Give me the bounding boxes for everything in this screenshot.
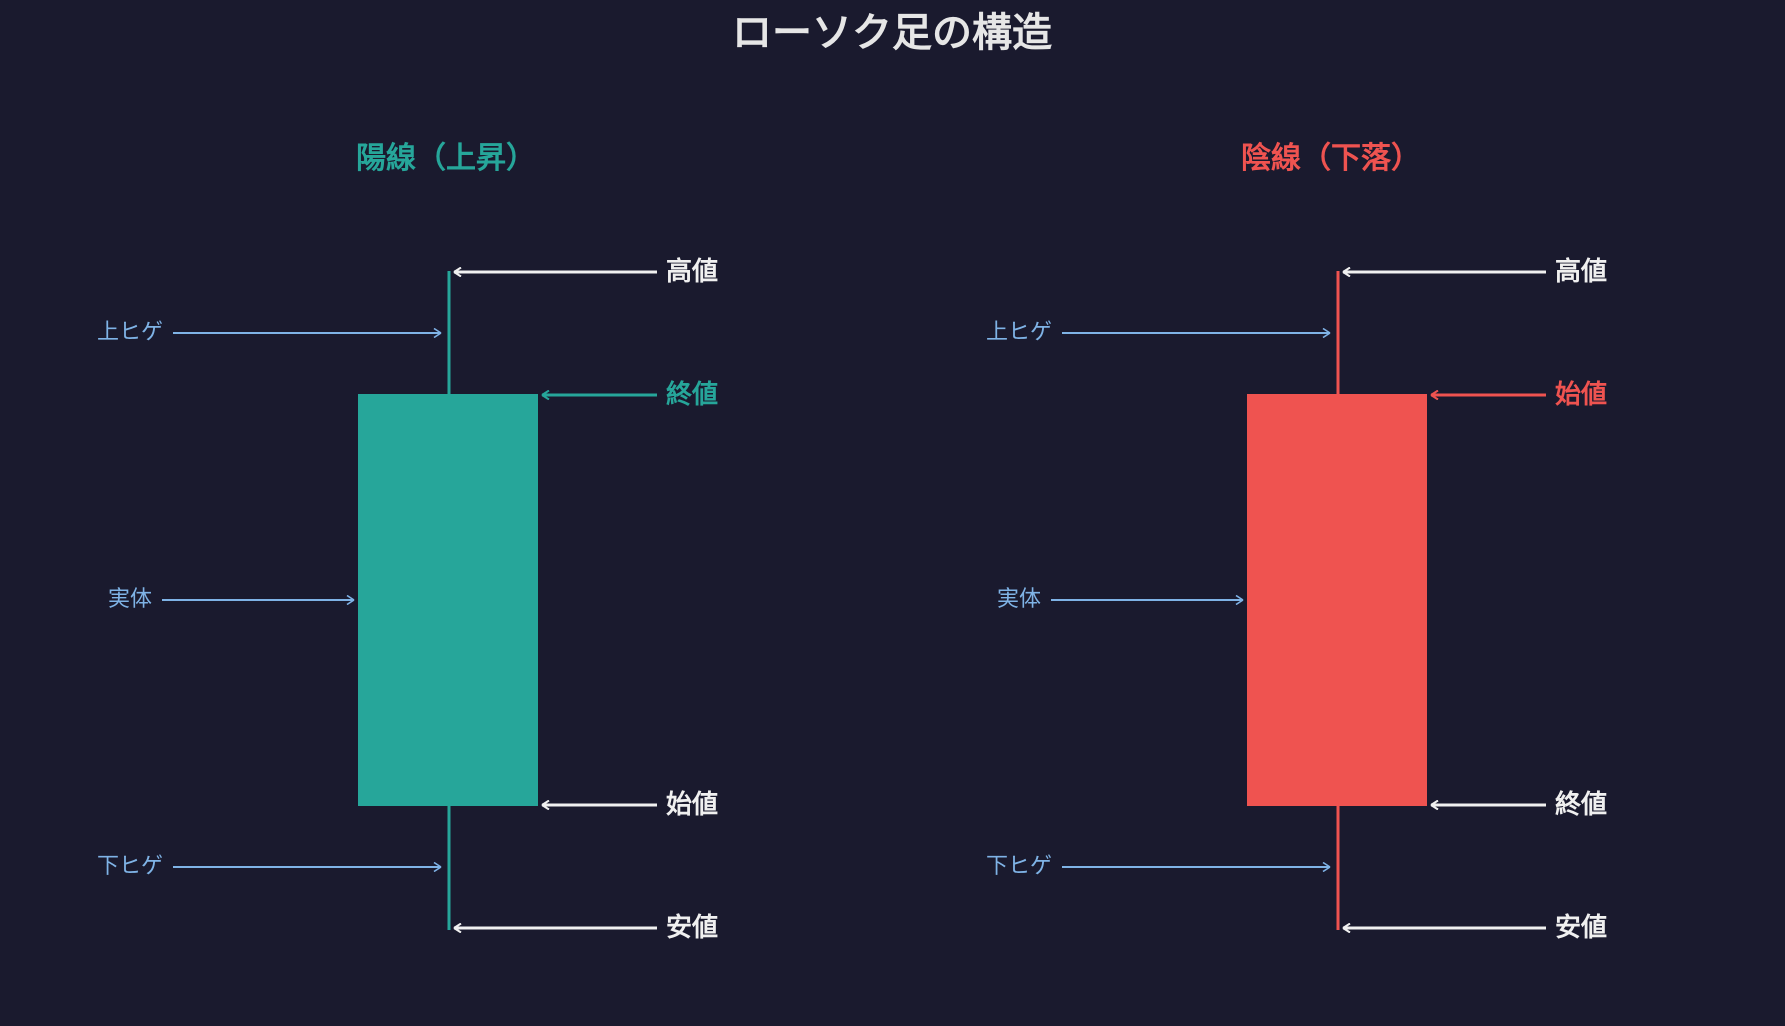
candle-body-bullish	[358, 394, 538, 806]
high-label-bullish: 高値	[666, 256, 718, 287]
diagram-title: ローソク足の構造	[732, 10, 1052, 56]
close-label-bullish: 終値	[666, 379, 718, 410]
open-label-bullish: 始値	[666, 790, 718, 820]
body-label-bearish: 実体	[997, 587, 1041, 612]
lower-wick-label-bearish: 下ヒゲ	[986, 854, 1052, 879]
upper-wick-label-bearish: 上ヒゲ	[986, 320, 1052, 345]
close-label-bearish: 終値	[1555, 789, 1607, 820]
upper-wick-label-bullish: 上ヒゲ	[97, 320, 163, 345]
panel-bullish: 陽線（上昇） 高値 終値 始値 安値 上ヒゲ 実体 下ヒゲ	[97, 141, 718, 943]
low-label-bullish: 安値	[666, 913, 718, 943]
body-label-bullish: 実体	[108, 587, 152, 612]
open-label-bearish: 始値	[1555, 380, 1607, 410]
high-label-bearish: 高値	[1555, 256, 1607, 287]
panel-bearish: 陰線（下落） 高値 始値 終値 安値 上ヒゲ 実体 下ヒゲ	[986, 141, 1607, 943]
candle-body-bearish	[1247, 394, 1427, 806]
lower-wick-label-bullish: 下ヒゲ	[97, 854, 163, 879]
panel-title-bearish: 陰線（下落）	[1241, 141, 1421, 176]
low-label-bearish: 安値	[1555, 913, 1607, 943]
panel-title-bullish: 陽線（上昇）	[356, 141, 536, 176]
